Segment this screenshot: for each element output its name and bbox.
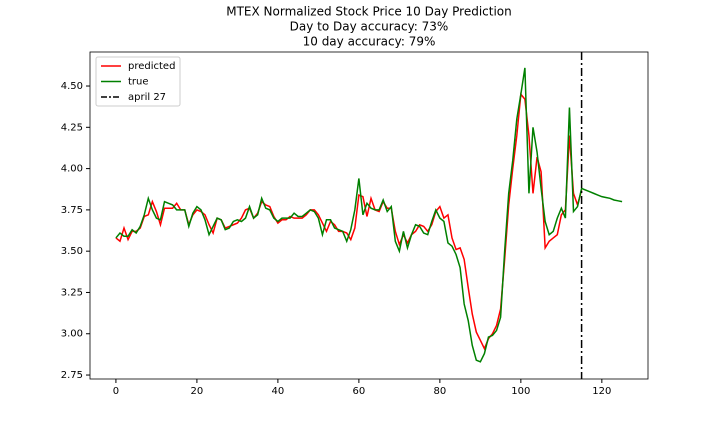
y-tick-label: 3.00 <box>61 329 83 340</box>
y-tick-label: 4.50 <box>61 81 83 92</box>
plot-frame <box>89 51 649 380</box>
x-tick-label: 80 <box>433 386 446 397</box>
x-tick-label: 100 <box>511 386 530 397</box>
chart-title: MTEX Normalized Stock Price 10 Day Predi… <box>226 5 512 19</box>
y-tick-label: 2.75 <box>61 370 83 381</box>
legend-label: april 27 <box>128 92 166 103</box>
x-tick-label: 0 <box>113 386 119 397</box>
y-tick-label: 3.75 <box>61 205 83 216</box>
legend-label: true <box>128 77 149 88</box>
y-tick-label: 3.50 <box>61 246 83 257</box>
chart-subtitle: 10 day accuracy: 79% <box>303 35 436 49</box>
x-tick-label: 40 <box>272 386 285 397</box>
chart-subtitle: Day to Day accuracy: 73% <box>290 20 449 34</box>
y-tick-label: 4.25 <box>61 122 83 133</box>
y-tick-label: 3.25 <box>61 287 83 298</box>
x-tick-label: 60 <box>353 386 366 397</box>
legend-label: predicted <box>128 61 175 72</box>
x-tick-label: 120 <box>592 386 611 397</box>
x-tick-label: 20 <box>191 386 204 397</box>
y-tick-label: 4.00 <box>61 164 83 175</box>
legend-box <box>95 56 181 107</box>
line-series <box>115 67 623 363</box>
